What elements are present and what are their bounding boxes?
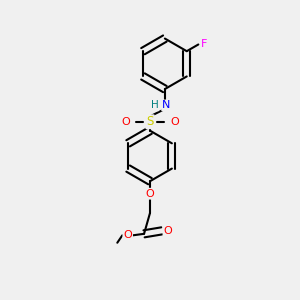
Text: O: O <box>123 230 132 240</box>
Text: S: S <box>146 115 154 128</box>
Text: O: O <box>146 189 154 199</box>
Text: N: N <box>162 100 170 110</box>
Text: F: F <box>201 40 208 50</box>
Text: H: H <box>151 100 158 110</box>
Text: O: O <box>170 117 179 127</box>
Text: O: O <box>164 226 172 236</box>
Text: O: O <box>121 117 130 127</box>
